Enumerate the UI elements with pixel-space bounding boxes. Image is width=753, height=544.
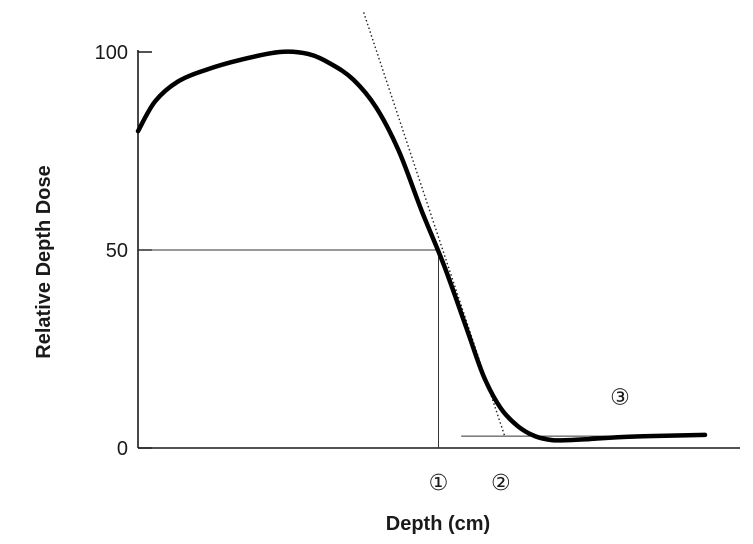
marker-2-label: ② bbox=[491, 471, 511, 496]
guides bbox=[138, 12, 649, 448]
marker-1-label: ① bbox=[429, 471, 449, 496]
dose-curve bbox=[135, 49, 708, 443]
y-axis-label: Relative Depth Dose bbox=[33, 165, 55, 358]
y-tick-label: 50 bbox=[106, 240, 128, 262]
x-axis-label: Depth (cm) bbox=[386, 513, 490, 535]
marker-3-label: ③ bbox=[610, 385, 630, 410]
y-tick-label: 100 bbox=[95, 42, 128, 64]
y-ticks: 0 50 100 bbox=[95, 42, 152, 460]
markers: ① ② ③ bbox=[429, 385, 630, 496]
y-tick-label: 0 bbox=[117, 438, 128, 460]
